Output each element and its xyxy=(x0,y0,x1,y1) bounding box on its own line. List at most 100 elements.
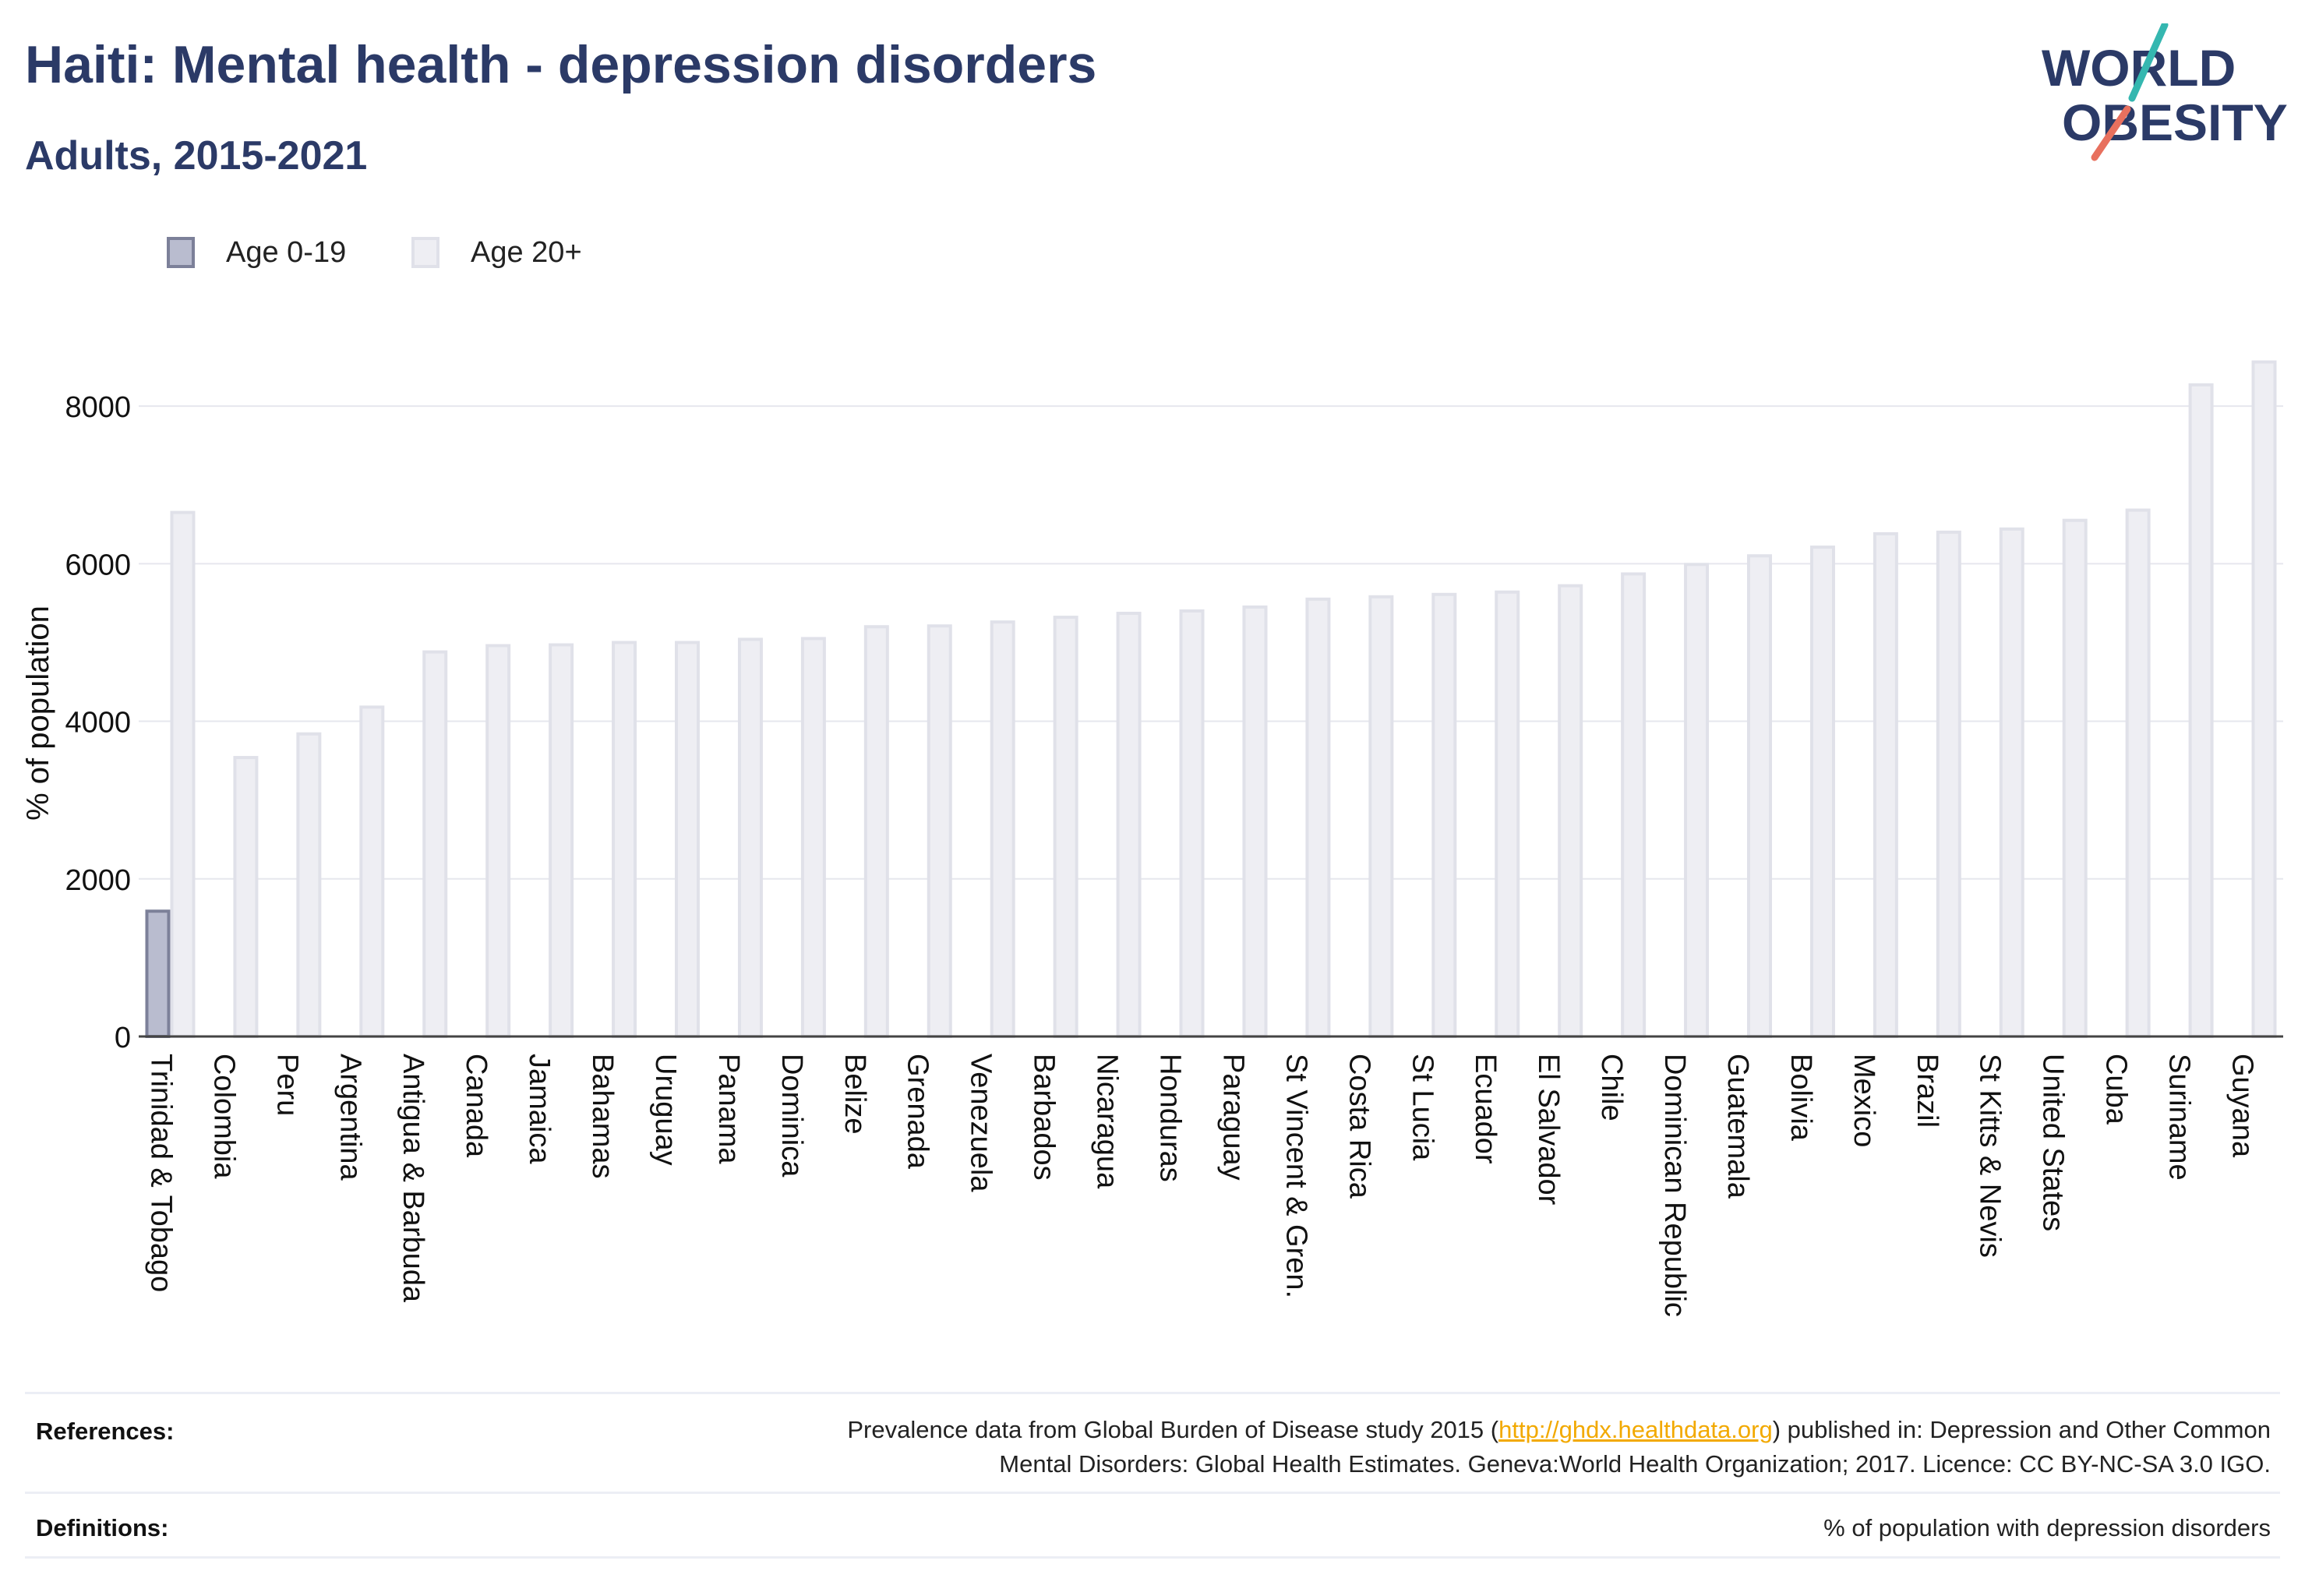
references-link[interactable]: http://ghdx.healthdata.org xyxy=(1498,1416,1773,1443)
x-tick-label: Panama xyxy=(712,1054,745,1164)
logo-accent-teal xyxy=(2128,23,2169,102)
references-text-line2: Mental Disorders: Global Health Estimate… xyxy=(999,1450,2271,1478)
y-tick-label: 4000 xyxy=(65,707,131,740)
x-tick-label: Costa Rica xyxy=(1343,1054,1375,1199)
chart-subtitle: Adults, 2015-2021 xyxy=(25,133,368,178)
x-tick-label: Argentina xyxy=(334,1054,366,1181)
x-tick-label: Bolivia xyxy=(1784,1054,1817,1142)
bar-age-20-plus[interactable] xyxy=(1053,616,1078,1038)
bar-age-20-plus[interactable] xyxy=(927,624,952,1038)
x-tick-label: Honduras xyxy=(1153,1054,1186,1182)
bar-age-20-plus[interactable] xyxy=(233,756,259,1038)
bar-age-20-plus[interactable] xyxy=(359,705,385,1038)
x-tick-label: Chile xyxy=(1595,1054,1628,1121)
x-tick-label: Mexico xyxy=(1848,1054,1880,1147)
x-tick-label: Paraguay xyxy=(1216,1054,1249,1181)
bar-age-20-plus[interactable] xyxy=(422,650,448,1038)
x-tick-label: Barbados xyxy=(1028,1054,1061,1181)
bar-age-20-plus[interactable] xyxy=(800,637,826,1039)
x-tick-label: Bahamas xyxy=(586,1054,619,1179)
x-tick-label: St Kitts & Nevis xyxy=(1974,1054,2007,1258)
legend-label-age-20-plus: Age 20+ xyxy=(471,235,582,269)
legend-item-age-0-19[interactable]: Age 0-19 xyxy=(167,231,346,274)
bar-age-20-plus[interactable] xyxy=(296,732,322,1038)
legend-swatch-age-20-plus xyxy=(411,237,439,268)
bar-age-20-plus[interactable] xyxy=(1179,609,1205,1038)
bar-age-20-plus[interactable] xyxy=(990,620,1015,1038)
y-axis-label: % of population xyxy=(21,606,55,821)
grid-lines xyxy=(139,405,2283,880)
references-label: References: xyxy=(36,1418,175,1445)
x-tick-label: Dominican Republic xyxy=(1658,1054,1691,1317)
x-tick-label: Cuba xyxy=(2100,1054,2133,1125)
bar-age-20-plus[interactable] xyxy=(1873,531,1898,1038)
x-tick-label: United States xyxy=(2037,1054,2070,1231)
bar-age-20-plus[interactable] xyxy=(1305,597,1331,1038)
x-tick-label: Canada xyxy=(460,1054,492,1158)
x-tick-label: St Lucia xyxy=(1406,1054,1438,1161)
x-tick-label: Trinidad & Tobago xyxy=(144,1054,177,1292)
x-tick-label: Suriname xyxy=(2163,1054,2196,1181)
references-text-post: ) published in: Depression and Other Com… xyxy=(1772,1416,2271,1443)
bar-age-20-plus[interactable] xyxy=(2062,518,2088,1038)
definitions-text: % of population with depression disorder… xyxy=(1823,1514,2271,1541)
legend-item-age-20-plus[interactable]: Age 20+ xyxy=(411,231,582,274)
bars xyxy=(145,360,2277,1039)
x-tick-label: Antigua & Barbuda xyxy=(397,1054,429,1303)
y-tick-label: 8000 xyxy=(65,391,131,424)
x-tick-label: Uruguay xyxy=(649,1054,682,1166)
x-tick-label: Brazil xyxy=(1911,1054,1943,1128)
x-tick-label: St Vincent & Gren. xyxy=(1280,1054,1312,1298)
bar-age-20-plus[interactable] xyxy=(1431,592,1457,1038)
world-obesity-logo: WORLD OBESITY xyxy=(2042,23,2288,161)
bar-age-20-plus[interactable] xyxy=(1495,590,1520,1038)
bar-chart: 0 2000 4000 6000 8000 Trinidad & Tobago Colom… xyxy=(21,360,2283,1317)
x-tick-label: Venezuela xyxy=(965,1054,997,1192)
legend-label-age-0-19: Age 0-19 xyxy=(226,235,347,269)
references-row: References: Prevalence data from Global … xyxy=(25,1392,2280,1492)
bar-age-20-plus[interactable] xyxy=(1999,527,2024,1038)
bar-age-20-plus[interactable] xyxy=(612,641,637,1038)
bar-age-0-19[interactable] xyxy=(145,909,171,1038)
logo-line2: OBESITY xyxy=(2062,94,2288,151)
bar-age-20-plus[interactable] xyxy=(1116,612,1142,1038)
bar-age-20-plus[interactable] xyxy=(1936,530,1961,1038)
bar-age-20-plus[interactable] xyxy=(1558,584,1583,1038)
x-tick-label: El Salvador xyxy=(1532,1054,1565,1206)
bar-age-20-plus[interactable] xyxy=(1368,595,1394,1038)
x-tick-label: Guatemala xyxy=(1721,1054,1754,1199)
chart-title: Haiti: Mental health - depression disord… xyxy=(25,35,1097,94)
bar-age-20-plus[interactable] xyxy=(1242,605,1268,1038)
y-axis-ticks: 0 2000 4000 6000 8000 xyxy=(65,391,131,1054)
x-tick-label: Ecuador xyxy=(1469,1054,1502,1164)
legend-swatch-age-0-19 xyxy=(167,237,195,268)
bar-age-20-plus[interactable] xyxy=(675,641,700,1038)
bar-age-20-plus[interactable] xyxy=(549,643,574,1038)
references-text: Prevalence data from Global Burden of Di… xyxy=(847,1413,2271,1481)
bar-age-20-plus[interactable] xyxy=(1809,546,1835,1038)
bar-age-20-plus[interactable] xyxy=(1621,572,1647,1038)
bar-age-20-plus[interactable] xyxy=(2251,360,2277,1038)
bar-age-20-plus[interactable] xyxy=(2188,383,2214,1038)
bar-age-20-plus[interactable] xyxy=(863,625,889,1038)
bar-age-20-plus[interactable] xyxy=(737,637,763,1039)
y-tick-label: 0 xyxy=(115,1022,131,1054)
bar-age-20-plus[interactable] xyxy=(1747,554,1772,1038)
logo-accent-coral xyxy=(2091,105,2131,161)
bar-age-20-plus[interactable] xyxy=(170,510,196,1038)
x-tick-label: Peru xyxy=(270,1054,303,1116)
bar-age-20-plus[interactable] xyxy=(485,644,511,1038)
x-axis-ticks: Trinidad & Tobago Colombia Peru Argentina An… xyxy=(144,1054,2258,1317)
definitions-label: Definitions: xyxy=(36,1514,169,1541)
x-tick-label: Belize xyxy=(838,1054,871,1135)
x-tick-label: Colombia xyxy=(207,1054,240,1179)
bar-age-20-plus[interactable] xyxy=(1684,563,1710,1038)
y-tick-label: 2000 xyxy=(65,864,131,897)
bar-age-20-plus[interactable] xyxy=(2125,508,2151,1038)
x-tick-label: Grenada xyxy=(902,1054,934,1170)
y-tick-label: 6000 xyxy=(65,549,131,581)
x-tick-label: Jamaica xyxy=(523,1054,556,1164)
x-tick-label: Nicaragua xyxy=(1091,1054,1124,1189)
references-text-pre: Prevalence data from Global Burden of Di… xyxy=(847,1416,1499,1443)
definitions-row: Definitions: % of population with depres… xyxy=(25,1492,2280,1559)
